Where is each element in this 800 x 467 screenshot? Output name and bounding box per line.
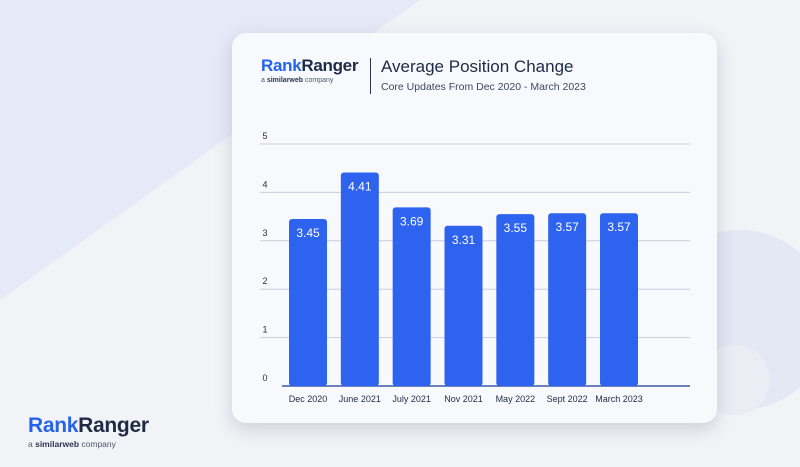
logo-tagline-brand: similarweb	[266, 77, 304, 84]
logo-rank: Rank	[261, 56, 302, 75]
logo-tagline: a similarweb company	[261, 76, 358, 85]
data-label: 3.57	[607, 220, 631, 234]
chart-card: RankRanger a similarweb company Average …	[232, 33, 717, 423]
x-tick-label: July 2021	[392, 394, 431, 404]
y-tick-label: 0	[262, 373, 267, 383]
footer-logo-tagline-prefix: a	[28, 439, 36, 449]
x-tick-label: June 2021	[339, 394, 381, 404]
data-label: 3.31	[452, 233, 476, 247]
bar	[600, 213, 638, 386]
header-divider	[370, 58, 371, 94]
footer-logo: RankRanger a similarweb company	[28, 415, 149, 450]
data-label: 4.41	[348, 180, 372, 194]
chart-subtitle: Core Updates From Dec 2020 - March 2023	[381, 81, 586, 93]
bar	[289, 219, 327, 386]
y-tick-label: 1	[262, 325, 267, 335]
footer-logo-rank: Rank	[28, 414, 79, 437]
logo-wordmark: RankRanger	[261, 57, 358, 75]
x-tick-label: Nov 2021	[444, 394, 483, 404]
data-label: 3.55	[504, 221, 528, 235]
bar-chart: 0 1 2 3 4 5 3.45 Dec 2020 4.41 June 2021 3.69 July …	[260, 131, 690, 404]
logo-ranger: Ranger	[301, 56, 359, 75]
card-logo: RankRanger a similarweb company	[261, 57, 358, 85]
data-label: 3.45	[296, 226, 320, 240]
footer-logo-ranger: Ranger	[78, 414, 149, 437]
bar	[548, 213, 587, 386]
x-tick-label: March 2023	[595, 394, 643, 404]
x-tick-label: Sept 2022	[547, 394, 588, 404]
logo-tagline-prefix: a	[261, 77, 267, 84]
data-label: 3.69	[400, 214, 424, 228]
y-tick-label: 5	[262, 131, 267, 141]
bar	[496, 214, 535, 386]
data-label: 3.57	[555, 220, 579, 234]
footer-logo-wordmark: RankRanger	[28, 415, 149, 437]
y-tick-label: 3	[262, 228, 267, 238]
y-tick-label: 4	[262, 179, 267, 189]
y-tick-label: 2	[262, 276, 267, 286]
footer-logo-tagline-suffix: company	[79, 439, 116, 449]
bar	[444, 225, 483, 386]
x-tick-label: May 2022	[496, 394, 536, 404]
bar	[340, 172, 379, 386]
bar	[392, 207, 431, 386]
chart-title: Average Position Change	[381, 57, 574, 76]
footer-logo-tagline-brand: similarweb	[35, 439, 80, 449]
footer-logo-tagline: a similarweb company	[28, 439, 149, 449]
logo-tagline-suffix: company	[303, 77, 334, 84]
x-tick-label: Dec 2020	[289, 394, 328, 404]
